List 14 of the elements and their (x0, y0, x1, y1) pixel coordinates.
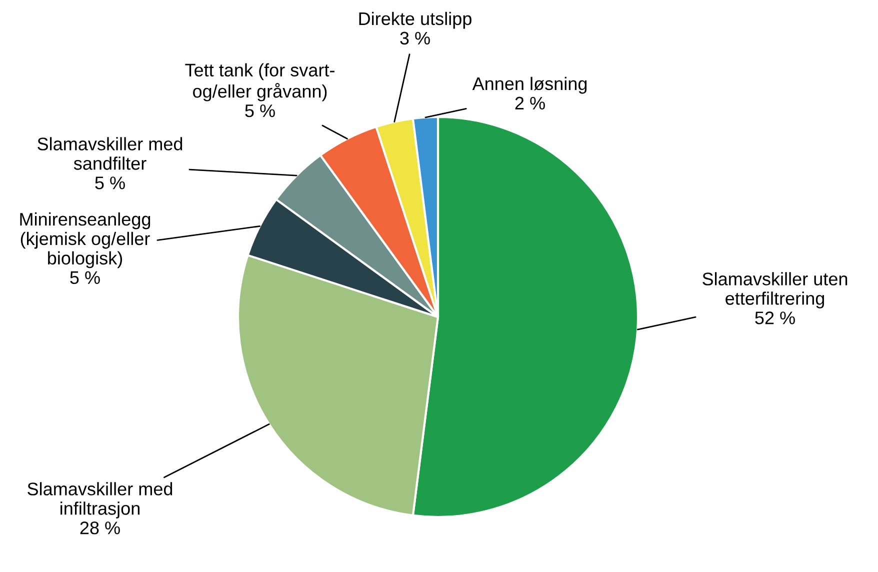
data-label: 3 % (400, 32, 430, 45)
data-label: 2 % (515, 96, 545, 110)
data-label: 28 % (80, 522, 120, 534)
slice-label: Direkte utslipp (359, 12, 472, 29)
slice-label: Slamavskiller med infiltrasjon (28, 482, 172, 518)
data-label: 52 % (755, 312, 795, 324)
data-label: 5 % (70, 271, 100, 284)
slice-label: Slamavskiller med sandfilter (38, 137, 182, 170)
data-label: 5 % (95, 176, 125, 190)
data-label: 5 % (245, 104, 275, 118)
slice-label: Tett tank (for svart- og/eller gråvann) (185, 63, 334, 102)
slice-label: Slamavskiller uten etterfiltrering (702, 272, 848, 308)
slice-label: Minirenseanlegg (kjemisk og/eller biologisk) (20, 212, 150, 268)
slice-label: Annen løsning (472, 76, 587, 94)
